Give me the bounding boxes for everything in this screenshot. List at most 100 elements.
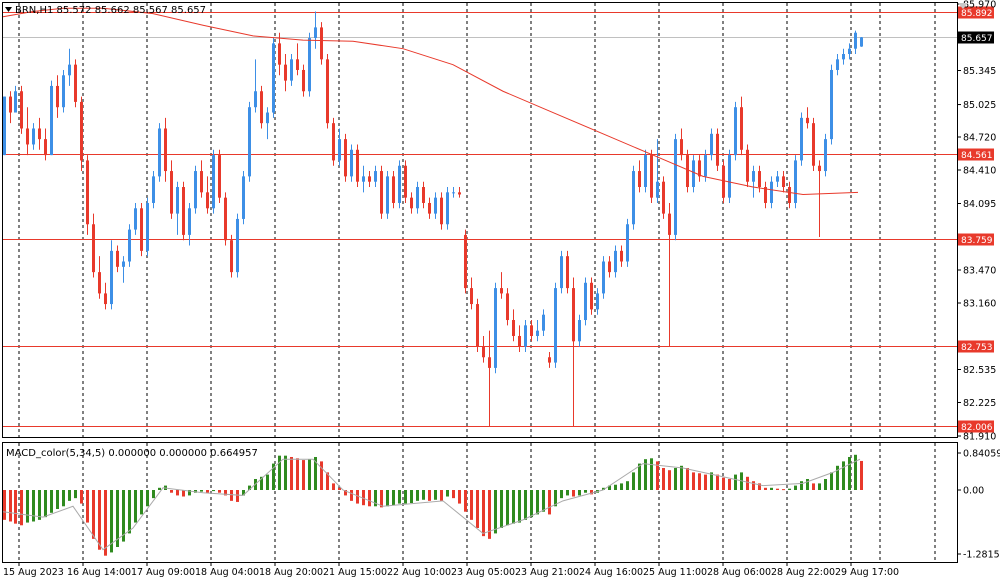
- candle-body: [800, 117, 803, 161]
- time-tick-label: 15 Aug 2023: [3, 567, 64, 578]
- candle-body: [674, 139, 677, 235]
- candle-body: [308, 38, 311, 92]
- macd-bar: [806, 478, 809, 490]
- candle-body: [404, 165, 407, 198]
- candle-body: [26, 128, 29, 145]
- macd-bar: [764, 487, 767, 490]
- macd-bar: [836, 465, 839, 490]
- candle-body: [602, 261, 605, 294]
- macd-bar: [158, 487, 161, 490]
- candle-body: [728, 155, 731, 198]
- macd-bar: [638, 463, 641, 490]
- macd-bar: [548, 490, 551, 515]
- candle-body: [650, 155, 653, 198]
- candle-body: [428, 202, 431, 214]
- candle-body: [212, 155, 215, 209]
- macd-bar: [728, 478, 731, 490]
- macd-bar: [122, 490, 125, 542]
- candle-body: [782, 176, 785, 188]
- macd-bar: [182, 490, 185, 497]
- candle-body: [620, 250, 623, 262]
- candle-body: [530, 325, 533, 336]
- macd-bar: [590, 490, 593, 495]
- candle-body: [734, 107, 737, 156]
- candle-body: [536, 330, 539, 336]
- candle-body: [482, 346, 485, 358]
- candle-body: [416, 187, 419, 209]
- candle-body: [572, 288, 575, 342]
- candle-body: [518, 335, 521, 347]
- candle-body: [434, 197, 437, 214]
- macd-bar: [128, 490, 131, 534]
- candle-body: [680, 139, 683, 156]
- macd-bar: [650, 458, 653, 490]
- candle-body: [230, 240, 233, 273]
- candle-body: [20, 91, 23, 129]
- macd-bar: [506, 490, 509, 526]
- macd-bar: [368, 490, 371, 507]
- macd-bar: [362, 490, 365, 506]
- macd-bar: [758, 483, 761, 490]
- macd-histogram: [3, 454, 863, 556]
- macd-bar: [68, 490, 71, 501]
- candle-body: [794, 160, 797, 203]
- candle-body: [722, 165, 725, 198]
- macd-bar: [746, 476, 749, 490]
- macd-bar: [500, 490, 503, 528]
- candle-body: [50, 85, 53, 156]
- price-level-label: 84.561: [961, 151, 993, 161]
- candle-body: [182, 187, 185, 235]
- macd-bar: [416, 490, 419, 501]
- candle-body: [458, 192, 461, 195]
- candle-body: [656, 181, 659, 198]
- time-tick-label: 23 Aug 05:00: [451, 567, 515, 578]
- macd-bar: [9, 490, 12, 522]
- macd-bar: [530, 490, 533, 518]
- candle-body: [374, 171, 377, 182]
- macd-bar: [554, 490, 557, 507]
- candle-body: [122, 261, 125, 267]
- candle-body: [164, 128, 167, 172]
- macd-bar: [62, 490, 65, 507]
- candle-body: [410, 197, 413, 209]
- macd-bar: [212, 490, 215, 492]
- macd-bar: [314, 456, 317, 490]
- candle-body: [206, 192, 209, 209]
- symbol-dropdown-icon[interactable]: [5, 7, 12, 12]
- time-axis: 15 Aug 2023 16 Aug 14:00 17 Aug 09:00 18 Au…: [3, 562, 899, 578]
- macd-bar: [464, 490, 467, 512]
- macd-bar: [428, 490, 431, 501]
- scroll-marker-icon[interactable]: [958, 3, 968, 9]
- macd-bar: [146, 490, 149, 507]
- candle-body: [104, 293, 107, 305]
- macd-bar: [626, 481, 629, 490]
- candle-body: [440, 197, 443, 225]
- macd-bar: [170, 490, 173, 493]
- macd-bar: [272, 463, 275, 490]
- price-tick-label: 84.720: [963, 133, 996, 144]
- candle-body: [470, 288, 473, 305]
- candle-body: [62, 75, 65, 108]
- price-tick-label: 82.535: [963, 365, 996, 376]
- candle-body: [776, 176, 779, 182]
- candle-body: [752, 171, 755, 182]
- macd-bar: [716, 474, 719, 490]
- macd-bar: [248, 485, 251, 490]
- time-tick-label: 25 Aug 11:00: [643, 567, 707, 578]
- macd-bar: [116, 490, 119, 547]
- macd-bar: [236, 490, 239, 502]
- candle-body: [644, 155, 647, 188]
- price-level-label: 82.006: [961, 423, 993, 433]
- candle-body: [152, 176, 155, 203]
- candle-body: [692, 160, 695, 188]
- macd-bar: [134, 490, 137, 523]
- macd-bar: [470, 490, 473, 520]
- macd-bar: [536, 490, 539, 515]
- candle-body: [638, 171, 641, 188]
- macd-bar: [488, 490, 491, 539]
- macd-bar: [566, 490, 569, 496]
- candle-body: [326, 59, 329, 124]
- candle-body: [98, 272, 101, 294]
- candle-body: [344, 139, 347, 177]
